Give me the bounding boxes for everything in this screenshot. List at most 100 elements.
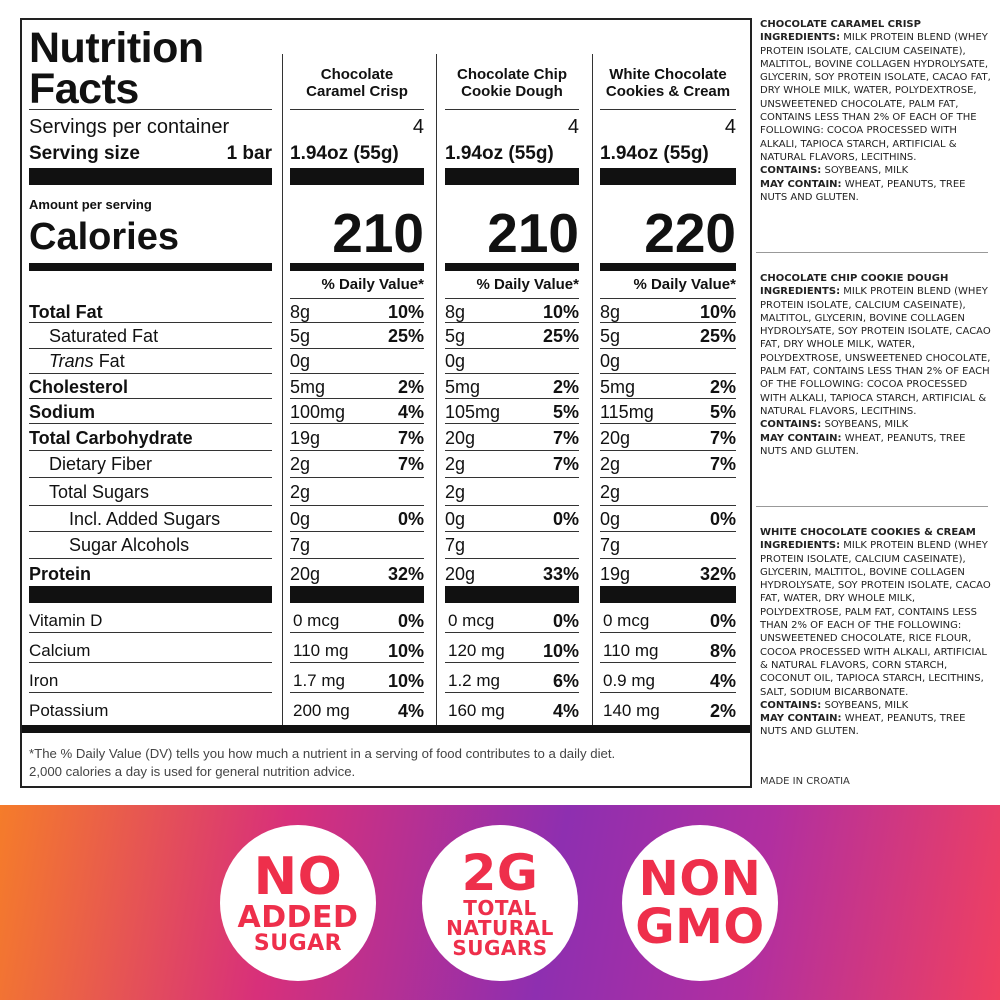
- may-contain-text: WHEAT, PEANUTS, TREE NUTS AND GLUTEN.: [760, 178, 966, 203]
- nutrient-daily-value: 32%: [387, 564, 424, 584]
- ingredients-text: MILK PROTEIN BLEND (WHEY PROTEIN ISOLATE…: [760, 540, 991, 698]
- nutrient-amount: 2g: [290, 482, 311, 502]
- calories-value: 210: [332, 202, 424, 264]
- vitamin-daily-value: 10%: [387, 641, 424, 661]
- amount-per-serving: Amount per serving: [29, 197, 152, 212]
- divider: [290, 477, 424, 478]
- nutrition-facts-panel: Nutrition Facts Servings per container Se…: [20, 18, 752, 788]
- badge-text: TOTAL: [463, 896, 537, 920]
- product-name: Chocolate: [320, 66, 394, 83]
- nutrient-amount: 19g: [600, 564, 631, 584]
- badge-text: NON: [638, 851, 762, 907]
- total-natural-sugars-badge: 2G TOTAL NATURAL SUGARS: [422, 825, 578, 981]
- nutrient-amount: 0g: [290, 351, 311, 371]
- nutrient-amount: 2g: [445, 482, 466, 502]
- ingredients-block: CHOCOLATE CARAMEL CRISP INGREDIENTS: MILK…: [760, 18, 992, 204]
- vitamin-daily-value: 0%: [709, 611, 736, 631]
- divider: [290, 322, 424, 323]
- divider: [29, 477, 272, 478]
- divider: [445, 109, 579, 110]
- divider: [445, 632, 579, 633]
- divider: [445, 505, 579, 506]
- nutrient-amount: 8g: [290, 302, 311, 322]
- nutrient-amount: 0g: [600, 351, 621, 371]
- badge-text: NATURAL: [446, 916, 554, 940]
- divider: [600, 423, 736, 424]
- contains-text: SOYBEANS, MILK: [824, 419, 909, 431]
- divider: [600, 398, 736, 399]
- divider: [290, 450, 424, 451]
- contains-label: CONTAINS:: [760, 699, 822, 711]
- badge-text: SUGAR: [253, 931, 343, 956]
- ingredients-text: MILK PROTEIN BLEND (WHEY PROTEIN ISOLATE…: [760, 32, 991, 163]
- nutrient-daily-value: 2%: [709, 377, 736, 397]
- vitamin-label: Calcium: [29, 641, 91, 660]
- thick-rule: [290, 168, 424, 185]
- ingredients-product-name: WHITE CHOCOLATE COOKIES & CREAM: [760, 527, 976, 538]
- thick-rule: [22, 725, 750, 733]
- ingredients-text: MILK PROTEIN BLEND (WHEY PROTEIN ISOLATE…: [760, 286, 991, 417]
- serving-size-value: 1.94oz (55g): [290, 143, 399, 164]
- divider: [600, 505, 736, 506]
- may-contain-label: MAY CONTAIN:: [760, 432, 842, 444]
- nutrient-label-prefix: Trans: [49, 351, 94, 371]
- serving-size-label: Serving size: [29, 143, 140, 164]
- serving-size-value: 1.94oz (55g): [445, 143, 554, 164]
- nutrient-label: Trans Fat: [49, 352, 125, 370]
- nutrient-label: Cholesterol: [29, 377, 129, 397]
- serving-size-value: 1.94oz (55g): [600, 143, 709, 164]
- vitamin-daily-value: 0%: [397, 611, 424, 631]
- divider: [290, 423, 424, 424]
- footnote: *The % Daily Value (DV) tells you how mu…: [29, 746, 616, 761]
- divider: [600, 450, 736, 451]
- may-contain-label: MAY CONTAIN:: [760, 178, 842, 190]
- contains-text: SOYBEANS, MILK: [824, 699, 909, 711]
- vitamin-amount: 110 mg: [603, 641, 659, 660]
- vitamin-daily-value: 10%: [387, 671, 424, 691]
- thick-rule: [29, 586, 272, 603]
- nutrient-amount: 2g: [290, 454, 311, 474]
- divider: [600, 373, 736, 374]
- nutrient-amount: 8g: [445, 302, 466, 322]
- vitamin-daily-value: 2%: [709, 701, 736, 721]
- product-name: Cookies & Cream: [605, 83, 731, 100]
- nutrient-daily-value: 7%: [397, 454, 424, 474]
- nutrient-daily-value: 10%: [542, 302, 579, 322]
- nutrient-label: Dietary Fiber: [49, 454, 153, 474]
- divider: [445, 423, 579, 424]
- nutrient-daily-value: 2%: [397, 377, 424, 397]
- nutrient-amount: 7g: [600, 535, 621, 555]
- non-gmo-badge: NON GMO: [622, 825, 778, 981]
- nutrient-label: Total Carbohydrate: [29, 428, 193, 448]
- nutrient-daily-value: 0%: [397, 509, 424, 529]
- nutrient-daily-value: 7%: [552, 454, 579, 474]
- vitamin-label: Vitamin D: [29, 611, 103, 630]
- thick-rule: [600, 263, 736, 271]
- ingredients-block: CHOCOLATE CHIP COOKIE DOUGH INGREDIENTS: …: [760, 272, 992, 458]
- nutrient-daily-value: 5%: [552, 402, 579, 422]
- divider: [445, 450, 579, 451]
- nutrient-amount: 0g: [600, 509, 621, 529]
- divider: [445, 298, 579, 299]
- divider: [29, 348, 272, 349]
- divider: [290, 373, 424, 374]
- nutrient-amount: 5g: [290, 326, 311, 346]
- divider: [29, 373, 272, 374]
- divider: [600, 558, 736, 559]
- nutrient-label: Total Sugars: [49, 482, 150, 502]
- thick-rule: [290, 263, 424, 271]
- nutrient-label: Saturated Fat: [49, 326, 159, 346]
- divider: [445, 477, 579, 478]
- divider: [290, 398, 424, 399]
- vitamin-daily-value: 4%: [709, 671, 736, 691]
- vitamin-daily-value: 0%: [552, 611, 579, 631]
- divider: [600, 109, 736, 110]
- product-name: White Chocolate: [609, 66, 727, 83]
- nutrient-amount: 100mg: [290, 402, 346, 422]
- daily-value-header: % Daily Value*: [321, 276, 424, 293]
- divider: [290, 558, 424, 559]
- nutrient-daily-value: 10%: [699, 302, 736, 322]
- divider: [29, 632, 272, 633]
- vitamin-amount: 160 mg: [448, 701, 505, 720]
- divider: [290, 662, 424, 663]
